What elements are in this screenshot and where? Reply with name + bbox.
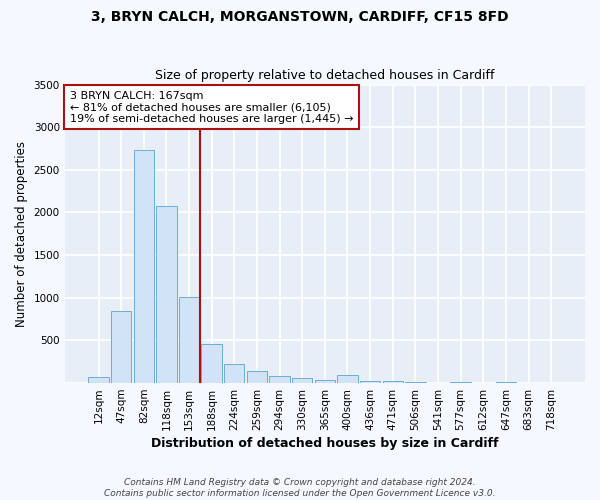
- Bar: [405, 382, 425, 383]
- Bar: [202, 344, 222, 383]
- Bar: [360, 380, 380, 383]
- Bar: [179, 297, 199, 383]
- Bar: [156, 206, 176, 383]
- Text: 3 BRYN CALCH: 167sqm
← 81% of detached houses are smaller (6,105)
19% of semi-de: 3 BRYN CALCH: 167sqm ← 81% of detached h…: [70, 90, 353, 124]
- Bar: [383, 382, 403, 383]
- Bar: [337, 376, 358, 383]
- Bar: [314, 380, 335, 383]
- Bar: [247, 370, 267, 383]
- Bar: [292, 378, 313, 383]
- Bar: [224, 364, 244, 383]
- Title: Size of property relative to detached houses in Cardiff: Size of property relative to detached ho…: [155, 69, 494, 82]
- Bar: [269, 376, 290, 383]
- Text: 3, BRYN CALCH, MORGANSTOWN, CARDIFF, CF15 8FD: 3, BRYN CALCH, MORGANSTOWN, CARDIFF, CF1…: [91, 10, 509, 24]
- Bar: [111, 310, 131, 383]
- Y-axis label: Number of detached properties: Number of detached properties: [15, 141, 28, 327]
- Bar: [88, 377, 109, 383]
- Bar: [496, 382, 516, 383]
- X-axis label: Distribution of detached houses by size in Cardiff: Distribution of detached houses by size …: [151, 437, 499, 450]
- Bar: [134, 150, 154, 383]
- Text: Contains HM Land Registry data © Crown copyright and database right 2024.
Contai: Contains HM Land Registry data © Crown c…: [104, 478, 496, 498]
- Bar: [451, 382, 471, 383]
